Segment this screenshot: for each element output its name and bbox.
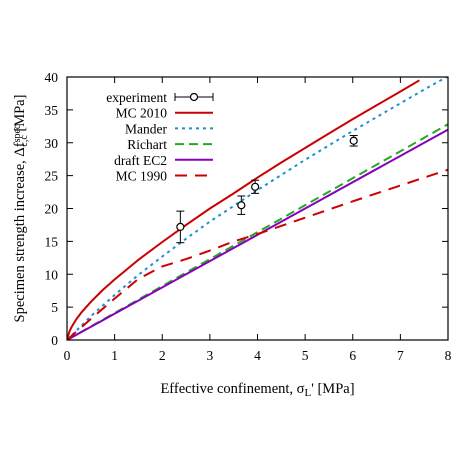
y-tick-label-30: 30 — [45, 136, 59, 151]
x-tick-label-4: 4 — [254, 348, 261, 363]
y-tick-label-35: 35 — [45, 103, 59, 118]
x-tick-label-6: 6 — [349, 348, 356, 363]
tick-labels: 0 1 2 3 4 5 6 7 8 0 5 10 15 20 25 30 35 40 — [45, 70, 452, 363]
y-tick-label-10: 10 — [45, 267, 59, 282]
y-axis-label-sub: c,c — [19, 135, 30, 147]
y-tick-label-20: 20 — [45, 202, 59, 217]
y-axis-label-unit: [MPa] — [12, 95, 28, 136]
legend-label-richart: Richart — [127, 137, 167, 152]
x-tick-label-2: 2 — [159, 348, 166, 363]
experiment-point-3 — [349, 136, 358, 145]
y-axis-label-main: Specimen strength increase, Δf — [12, 142, 28, 322]
legend-label-mc-1990: MC 1990 — [116, 169, 168, 184]
x-tick-label-1: 1 — [111, 348, 118, 363]
x-axis-label-main: Effective confinement, σ — [160, 381, 304, 397]
legend-label-draft-ec2: draft EC2 — [114, 153, 167, 168]
x-tick-label-0: 0 — [64, 348, 71, 363]
series-line-mander — [67, 77, 448, 340]
x-axis-label: Effective confinement, σL' [MPa] — [160, 381, 354, 399]
y-axis-label-sup: spec — [12, 124, 23, 142]
x-tick-label-3: 3 — [207, 348, 214, 363]
x-axis-label-sub: L — [304, 387, 311, 399]
experiment-points — [176, 135, 358, 244]
x-axis-label-unit: [MPa] — [314, 381, 355, 397]
experiment-point-0 — [176, 222, 185, 232]
x-tick-label-5: 5 — [302, 348, 309, 363]
series-line-mc-2010 — [67, 79, 420, 340]
legend-label-experiment: experiment — [106, 90, 167, 105]
experiment-point-2 — [251, 182, 260, 191]
x-axis-label-prime: ' — [311, 381, 314, 397]
legend-label-mander: Mander — [125, 121, 167, 136]
y-tick-label-25: 25 — [45, 169, 59, 184]
legend-symbol-experiment — [189, 92, 199, 102]
series-line-mc-1990 — [67, 168, 448, 340]
y-tick-label-0: 0 — [51, 333, 58, 348]
x-tick-label-8: 8 — [445, 348, 452, 363]
series-lines — [67, 77, 448, 340]
y-tick-label-15: 15 — [45, 234, 59, 249]
y-tick-label-5: 5 — [51, 300, 58, 315]
axis-ticks — [66, 76, 449, 341]
y-axis-label: Specimen strength increase, Δfspecc,c [M… — [12, 95, 30, 323]
x-tick-label-7: 7 — [397, 348, 404, 363]
experiment-point-1 — [237, 201, 246, 210]
y-tick-label-40: 40 — [45, 70, 59, 85]
legend-label-mc-2010: MC 2010 — [116, 106, 168, 121]
